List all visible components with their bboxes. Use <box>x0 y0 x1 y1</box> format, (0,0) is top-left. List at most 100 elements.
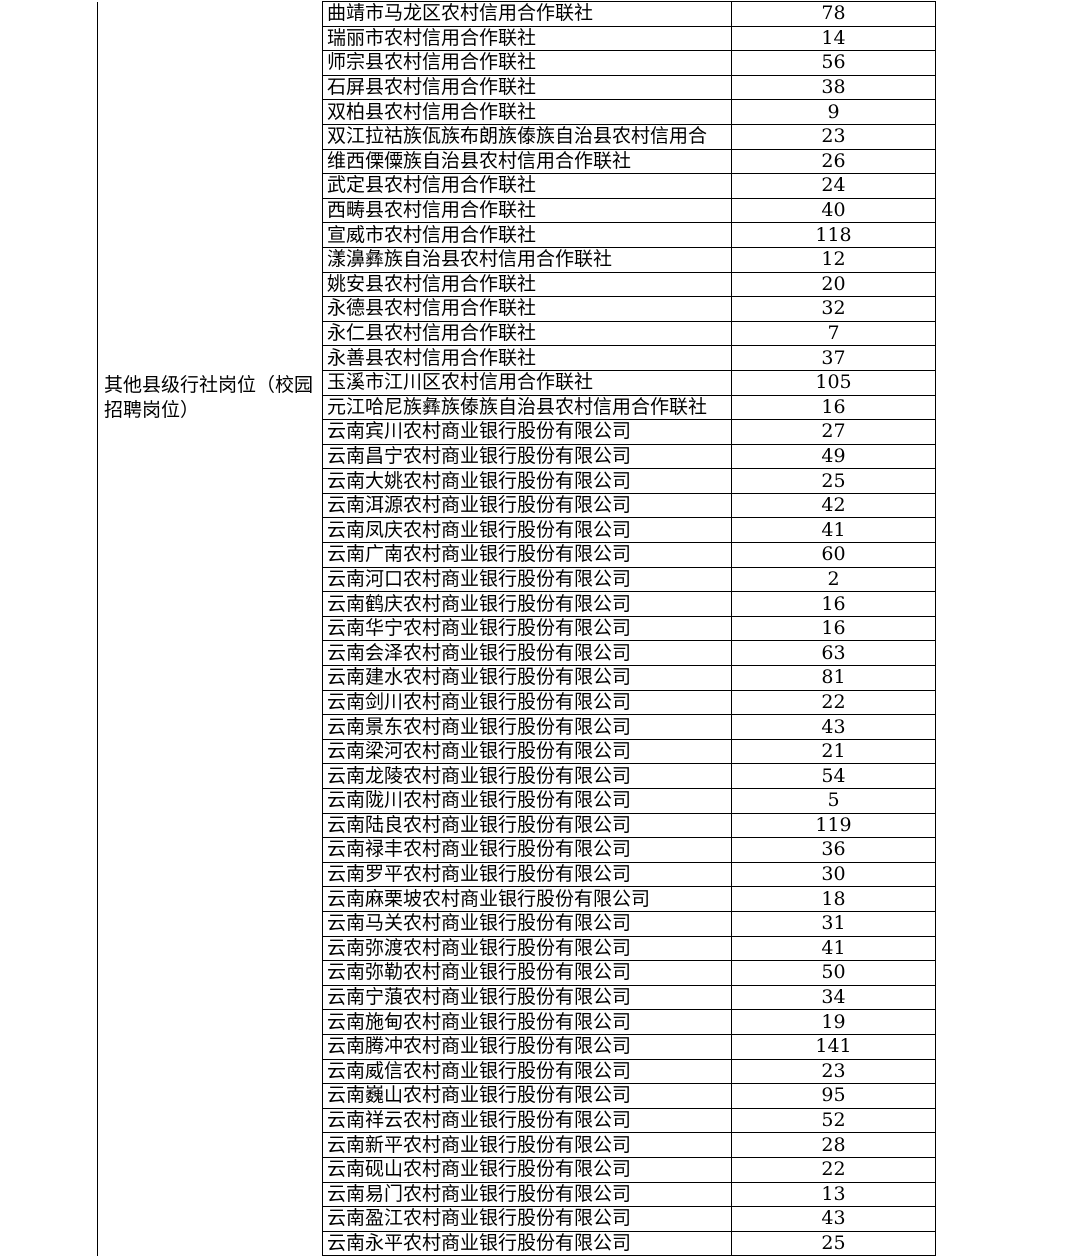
institution-name: 瑞丽市农村信用合作联社 <box>322 25 732 52</box>
table-row: 双柏县农村信用合作联社 9 <box>98 99 936 125</box>
table-row: 姚安县农村信用合作联社 20 <box>98 271 936 298</box>
position-count: 26 <box>731 148 936 175</box>
institution-name: 云南宁蒗农村商业银行股份有限公司 <box>322 984 732 1011</box>
institution-name: 云南河口农村商业银行股份有限公司 <box>322 566 732 593</box>
position-count: 19 <box>731 1009 936 1035</box>
institution-name: 云南祥云农村商业银行股份有限公司 <box>322 1107 732 1134</box>
institution-name: 云南巍山农村商业银行股份有限公司 <box>322 1083 732 1109</box>
position-count: 21 <box>731 738 936 765</box>
position-count: 32 <box>731 296 936 322</box>
position-count: 42 <box>731 492 936 519</box>
position-count: 63 <box>731 640 936 667</box>
position-count: 50 <box>731 960 936 986</box>
institution-name: 石屏县农村信用合作联社 <box>322 74 732 101</box>
institution-name: 云南腾冲农村商业银行股份有限公司 <box>322 1033 732 1060</box>
institution-name: 云南昌宁农村商业银行股份有限公司 <box>322 443 732 470</box>
institution-name: 云南盈江农村商业银行股份有限公司 <box>322 1206 732 1232</box>
institution-name: 宣威市农村信用合作联社 <box>322 222 732 248</box>
institution-name: 永仁县农村信用合作联社 <box>322 320 732 347</box>
institution-name: 云南弥渡农村商业银行股份有限公司 <box>322 935 732 962</box>
position-count: 9 <box>731 99 936 125</box>
position-count: 24 <box>731 173 936 199</box>
table-row: 云南新平农村商业银行股份有限公司 28 <box>98 1132 936 1158</box>
table-row: 云南宾川农村商业银行股份有限公司 27 <box>98 419 936 445</box>
table-row: 云南剑川农村商业银行股份有限公司 22 <box>98 689 936 716</box>
institution-name: 云南永平农村商业银行股份有限公司 <box>322 1230 732 1257</box>
table-row: 其他县级行社岗位（校园招聘岗位） 曲靖市马龙区农村信用合作联社 78 <box>97 1 936 1256</box>
position-count: 16 <box>731 591 936 617</box>
institution-name: 云南弥勒农村商业银行股份有限公司 <box>322 960 732 986</box>
position-count: 28 <box>731 1132 936 1158</box>
position-count: 119 <box>731 812 936 839</box>
institution-name: 云南龙陵农村商业银行股份有限公司 <box>322 763 732 789</box>
position-count: 5 <box>731 788 936 814</box>
table-row: 永德县农村信用合作联社 32 <box>98 296 936 322</box>
position-count: 22 <box>731 1156 936 1183</box>
institution-name: 云南威信农村商业银行股份有限公司 <box>322 1058 732 1085</box>
table-row: 云南陇川农村商业银行股份有限公司 5 <box>98 788 936 814</box>
position-count: 78 <box>731 1 936 27</box>
institution-name: 云南麻栗坡农村商业银行股份有限公司 <box>322 886 732 912</box>
position-count: 105 <box>731 369 936 396</box>
institution-name: 云南梁河农村商业银行股份有限公司 <box>322 738 732 765</box>
institution-name: 姚安县农村信用合作联社 <box>322 271 732 298</box>
position-count: 31 <box>731 910 936 937</box>
position-count: 54 <box>731 763 936 789</box>
table-row: 云南祥云农村商业银行股份有限公司 52 <box>98 1107 936 1134</box>
institution-name: 元江哈尼族彝族傣族自治县农村信用合作联社 <box>322 394 732 421</box>
position-count: 2 <box>731 566 936 593</box>
table-row: 云南麻栗坡农村商业银行股份有限公司 18 <box>98 886 936 912</box>
table: 其他县级行社岗位（校园招聘岗位） 曲靖市马龙区农村信用合作联社 78 瑞丽市农村信用合… <box>97 1 936 1257</box>
institution-name: 云南景东农村商业银行股份有限公司 <box>322 714 732 740</box>
position-count: 25 <box>731 468 936 494</box>
institution-name: 云南凤庆农村商业银行股份有限公司 <box>322 517 732 544</box>
table-row: 云南弥勒农村商业银行股份有限公司 50 <box>98 960 936 986</box>
position-count: 60 <box>731 542 936 568</box>
table-row: 玉溪市江川区农村信用合作联社 105 <box>98 369 936 396</box>
position-count: 14 <box>731 25 936 52</box>
table-row: 云南腾冲农村商业银行股份有限公司 141 <box>98 1033 936 1060</box>
institution-name: 云南会泽农村商业银行股份有限公司 <box>322 640 732 667</box>
institution-name: 西畴县农村信用合作联社 <box>322 197 732 224</box>
position-count: 30 <box>731 861 936 888</box>
table-row: 云南永平农村商业银行股份有限公司 25 <box>98 1230 936 1257</box>
position-count: 25 <box>731 1230 936 1257</box>
institution-name: 漾濞彝族自治县农村信用合作联社 <box>322 246 732 273</box>
table-row: 维西傈僳族自治县农村信用合作联社 26 <box>98 148 936 175</box>
institution-name: 云南砚山农村商业银行股份有限公司 <box>322 1156 732 1183</box>
position-count: 23 <box>731 123 936 150</box>
institution-name: 云南鹤庆农村商业银行股份有限公司 <box>322 591 732 617</box>
institution-name: 云南禄丰农村商业银行股份有限公司 <box>322 837 732 863</box>
table-row: 云南砚山农村商业银行股份有限公司 22 <box>98 1156 936 1183</box>
position-count: 52 <box>731 1107 936 1134</box>
table-row: 石屏县农村信用合作联社 38 <box>98 74 936 101</box>
position-count: 41 <box>731 935 936 962</box>
position-count: 18 <box>731 886 936 912</box>
position-count: 23 <box>731 1058 936 1085</box>
table-row: 元江哈尼族彝族傣族自治县农村信用合作联社 16 <box>98 394 936 421</box>
institution-name: 永德县农村信用合作联社 <box>322 296 732 322</box>
institution-name: 永善县农村信用合作联社 <box>322 345 732 371</box>
position-count: 81 <box>731 665 936 691</box>
position-count: 38 <box>731 74 936 101</box>
institution-name: 云南宾川农村商业银行股份有限公司 <box>322 419 732 445</box>
institution-name: 双柏县农村信用合作联社 <box>322 99 732 125</box>
position-count: 22 <box>731 689 936 716</box>
institution-name: 云南陆良农村商业银行股份有限公司 <box>322 812 732 839</box>
position-count: 56 <box>731 50 936 76</box>
position-count: 20 <box>731 271 936 298</box>
table-row: 云南广南农村商业银行股份有限公司 60 <box>98 542 936 568</box>
position-count: 7 <box>731 320 936 347</box>
institution-name: 云南易门农村商业银行股份有限公司 <box>322 1181 732 1208</box>
institution-name: 曲靖市马龙区农村信用合作联社 <box>322 1 732 27</box>
table-row: 西畴县农村信用合作联社 40 <box>98 197 936 224</box>
position-count: 43 <box>731 714 936 740</box>
position-count: 41 <box>731 517 936 544</box>
table-row: 云南凤庆农村商业银行股份有限公司 41 <box>98 517 936 544</box>
institution-name: 玉溪市江川区农村信用合作联社 <box>322 369 732 396</box>
position-count: 49 <box>731 443 936 470</box>
institution-name: 师宗县农村信用合作联社 <box>322 50 732 76</box>
position-count: 36 <box>731 837 936 863</box>
table-row: 双江拉祜族佤族布朗族傣族自治县农村信用合 23 <box>98 123 936 150</box>
institution-name: 云南华宁农村商业银行股份有限公司 <box>322 615 732 642</box>
